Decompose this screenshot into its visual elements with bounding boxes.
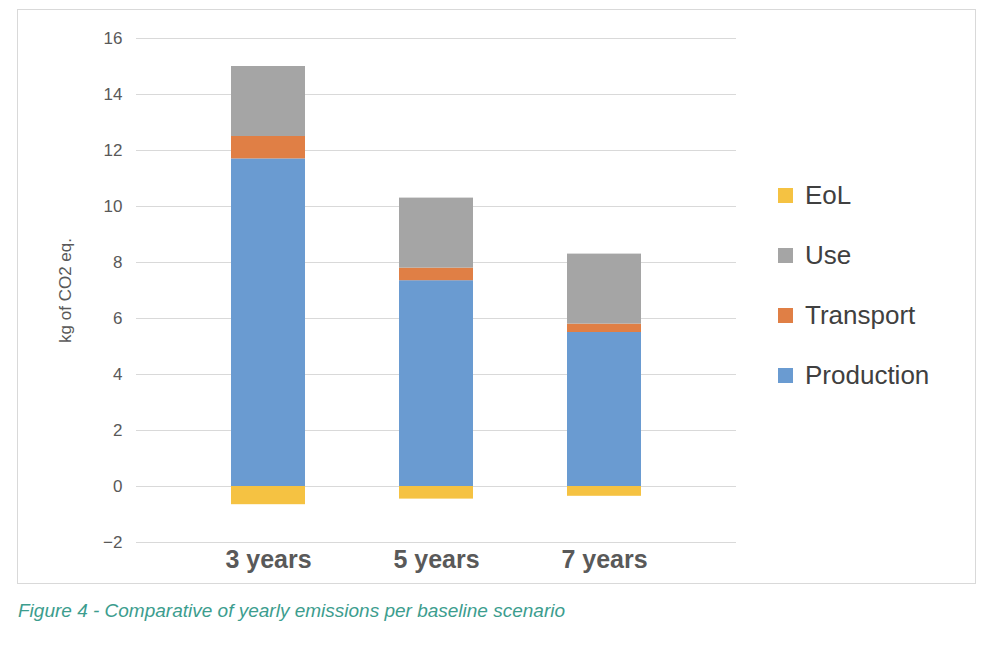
svg-text:7 years: 7 years bbox=[561, 545, 647, 573]
svg-text:16: 16 bbox=[104, 29, 123, 48]
svg-text:14: 14 bbox=[104, 85, 123, 104]
html-text:Production: Production bbox=[805, 359, 930, 390]
svg-text:10: 10 bbox=[104, 197, 123, 216]
svg-text:8: 8 bbox=[113, 253, 122, 272]
svg-text:−2: −2 bbox=[103, 533, 122, 552]
svg-text:2: 2 bbox=[113, 421, 122, 440]
svg-text:0: 0 bbox=[113, 477, 122, 496]
html-text:Figure 4 - Comparative of year: Figure 4 - Comparative of yearly emissio… bbox=[18, 600, 565, 621]
html-text:EoL: EoL bbox=[805, 179, 852, 210]
html-text:Transport: Transport bbox=[805, 299, 916, 330]
svg-text:6: 6 bbox=[113, 309, 122, 328]
svg-text:3 years: 3 years bbox=[225, 545, 311, 573]
html-text:Use: Use bbox=[805, 239, 852, 270]
svg-text:12: 12 bbox=[104, 141, 123, 160]
svg-text:5 years: 5 years bbox=[393, 545, 479, 573]
svg-text:kg of CO2 eq.: kg of CO2 eq. bbox=[56, 238, 75, 343]
svg-text:4: 4 bbox=[113, 365, 122, 384]
